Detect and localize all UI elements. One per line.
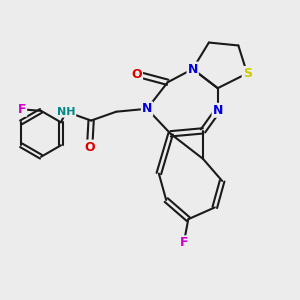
Text: N: N [142,102,152,115]
Text: O: O [84,141,95,154]
Text: O: O [131,68,142,80]
Text: N: N [188,62,198,76]
Text: S: S [243,67,252,80]
Text: F: F [180,236,188,249]
Text: N: N [212,104,223,117]
Text: NH: NH [57,107,75,117]
Text: F: F [18,103,26,116]
